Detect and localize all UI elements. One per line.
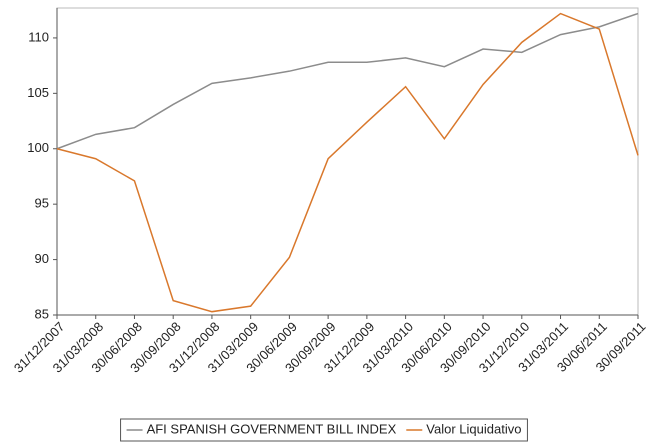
plot-frame <box>56 7 639 316</box>
y-tick-label: 85 <box>35 306 49 321</box>
y-tick-label: 95 <box>35 196 49 211</box>
y-tick-label: 105 <box>27 85 49 100</box>
y-tick-label: 90 <box>35 251 49 266</box>
legend: AFI SPANISH GOVERNMENT BILL INDEX Valor L… <box>120 418 528 442</box>
legend-label: Valor Liquidativo <box>426 421 521 436</box>
y-tick-label: 110 <box>28 29 49 44</box>
legend-box <box>120 418 528 442</box>
series-line <box>56 12 639 313</box>
legend-label: AFI SPANISH GOVERNMENT BILL INDEX <box>147 421 397 436</box>
y-tick-label: 100 <box>27 140 49 155</box>
series-line <box>56 12 639 150</box>
